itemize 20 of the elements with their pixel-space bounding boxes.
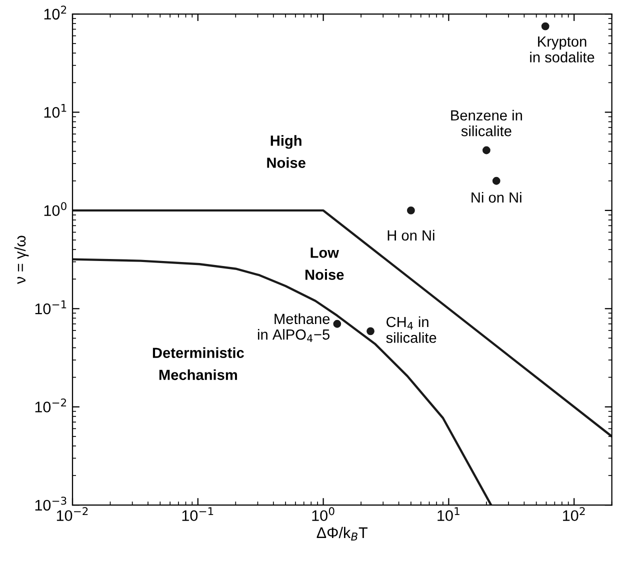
annotation: Benzene in silicalite xyxy=(451,110,522,136)
x-tick-label: 10$^{0}$ xyxy=(312,507,334,522)
y-axis-title: ν = γ/ω xyxy=(14,236,29,284)
annotation: Ni on Ni xyxy=(472,192,522,203)
annotation: CH$_{4}$ in silicalite xyxy=(386,316,436,343)
x-tick-label: 10$^{2}$ xyxy=(563,507,585,522)
annotation: Krypton in sodalite xyxy=(530,36,594,62)
y-tick-label: 10$^{2}$ xyxy=(44,6,66,20)
x-axis-title: ΔΦ/k$_{B}$T xyxy=(316,526,368,540)
y-tick-label: 10$^{0}$ xyxy=(44,202,66,216)
annotation: High Noise xyxy=(267,135,306,168)
y-tick-label: 10$^{−1}$ xyxy=(35,300,66,314)
annotation: Low Noise xyxy=(305,248,344,280)
y-tick-label: 10$^{1}$ xyxy=(44,104,66,118)
y-tick-label: 10$^{−2}$ xyxy=(35,398,66,412)
annotation: H on Ni xyxy=(388,230,434,241)
x-tick-label: 10$^{1}$ xyxy=(438,507,460,522)
annotation: Deterministic Mechanism xyxy=(152,347,244,380)
annotation: Methane in AlPO$_{4}$−5 xyxy=(258,313,330,342)
x-tick-label: 10$^{−1}$ xyxy=(182,507,214,522)
